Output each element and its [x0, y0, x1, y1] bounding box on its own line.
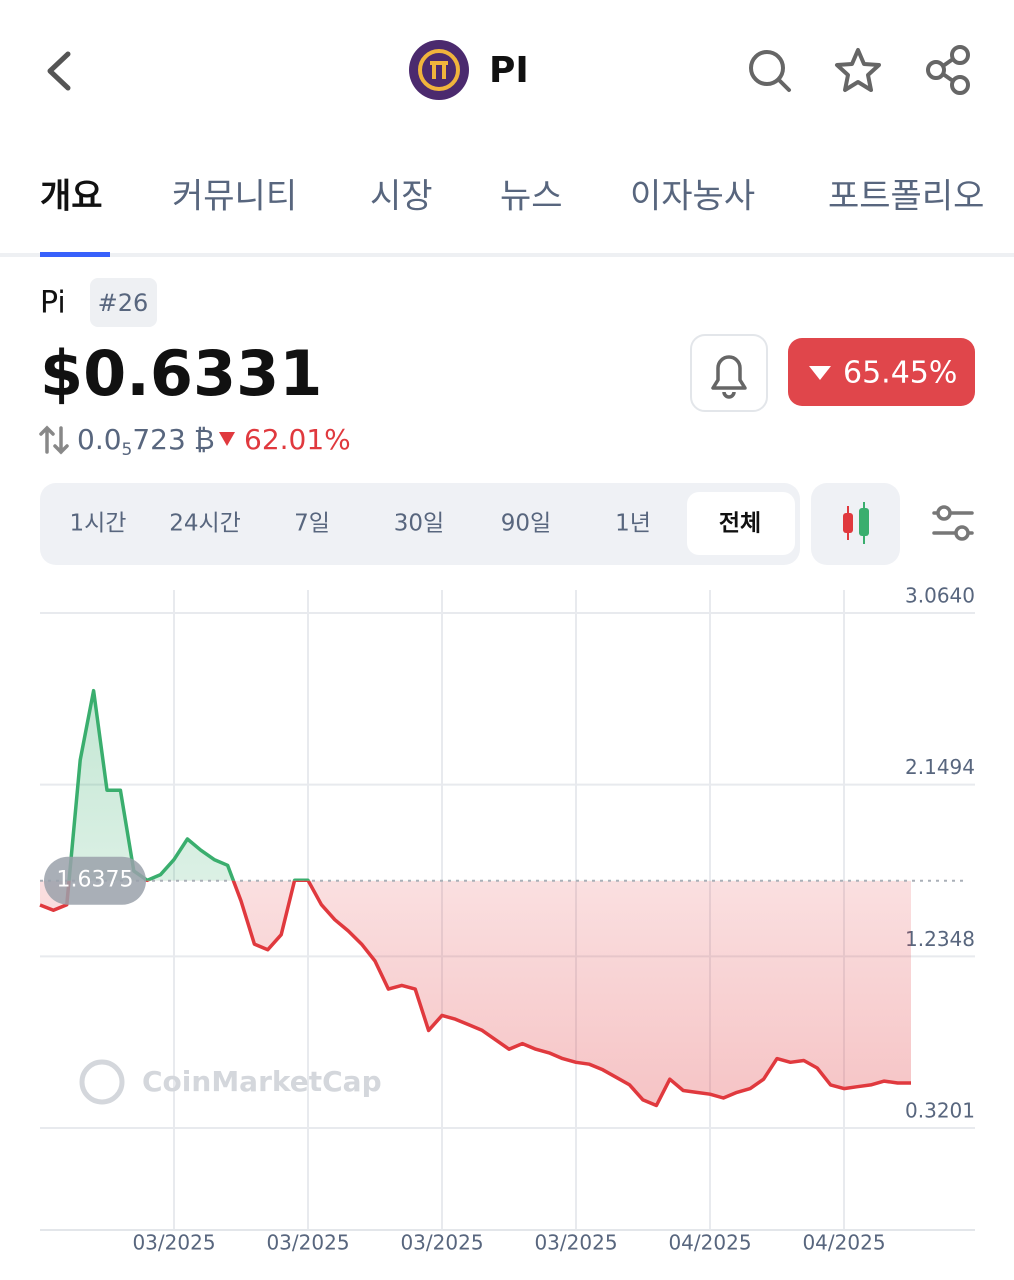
x-tick-label: 03/2025: [534, 1231, 617, 1255]
range-selector: [40, 483, 800, 565]
coin-name: Pi: [40, 286, 66, 321]
range-button[interactable]: 전체: [719, 511, 761, 537]
tab-indicator: [40, 252, 110, 257]
price-line-up: [67, 688, 311, 881]
range-button[interactable]: 1년: [615, 511, 651, 537]
range-button[interactable]: 90일: [501, 511, 551, 537]
btc-price: 0.05723 ₿: [77, 423, 215, 460]
range-buttons: 1시간 24시간 7일 30일 90일 1년 전체: [70, 511, 762, 537]
baseline-label: 1.6375: [57, 868, 134, 893]
y-tick-label: 2.1494: [905, 755, 975, 779]
coin-logo: [409, 40, 469, 100]
btc-change: 62.01%: [244, 423, 351, 456]
rank-badge: [90, 278, 157, 327]
search-button[interactable]: [749, 50, 791, 92]
range-button[interactable]: 1시간: [70, 511, 127, 537]
range-button[interactable]: 24시간: [169, 511, 241, 537]
coin-price: $0.6331: [40, 337, 322, 410]
header-title: PI: [489, 50, 529, 91]
tab-divider: [0, 253, 1014, 257]
btc-down-arrow: [219, 432, 235, 446]
range-selected: [687, 492, 795, 555]
x-tick-label: 04/2025: [802, 1231, 885, 1255]
y-tick-label: 1.2348: [905, 927, 975, 951]
tab[interactable]: 시장: [370, 177, 433, 217]
watermark: CoinMarketCap: [142, 1065, 382, 1098]
back-button[interactable]: [47, 51, 71, 91]
chart: 3.0640 2.1494 1.2348 0.3201 03/2025 03/2025 03…: [39, 583, 975, 1255]
watermark-logo: [79, 1059, 125, 1105]
price-line-down: [39, 880, 911, 1108]
x-tick-label: 04/2025: [668, 1231, 751, 1255]
down-arrow: [809, 366, 831, 380]
btc-price-lead: 0.0: [77, 423, 122, 456]
x-tick-label: 03/2025: [266, 1231, 349, 1255]
baseline-badge: [44, 856, 146, 905]
favorite-button[interactable]: [835, 48, 881, 92]
range-button[interactable]: 30일: [394, 511, 444, 537]
btc-symbol: ₿: [194, 423, 215, 456]
y-tick-label: 3.0640: [905, 583, 975, 607]
x-tick-label: 03/2025: [400, 1231, 483, 1255]
chart-type-button[interactable]: [811, 483, 900, 565]
tab[interactable]: 이자농사: [630, 177, 755, 217]
price-change: 65.45%: [843, 356, 957, 391]
btc-price-zeros: 5: [122, 440, 133, 460]
swap-icon: [39, 425, 69, 455]
area-down: [40, 880, 911, 1106]
y-tick-label: 0.3201: [905, 1099, 975, 1123]
tab[interactable]: 개요: [40, 177, 103, 217]
settings-button[interactable]: [932, 505, 974, 541]
tab[interactable]: 포트폴리오: [828, 177, 984, 217]
btc-price-digits: 723: [132, 423, 185, 456]
tab[interactable]: 뉴스: [500, 177, 563, 217]
tab[interactable]: 커뮤니티: [172, 177, 297, 217]
range-button[interactable]: 7일: [294, 511, 330, 537]
alert-button[interactable]: [690, 334, 768, 412]
coin-rank: #26: [98, 289, 149, 317]
x-tick-label: 03/2025: [132, 1231, 215, 1255]
change-badge: [788, 338, 975, 406]
tab-bar: 개요 커뮤니티 시장 뉴스 이자농사 포트폴리오: [40, 177, 984, 217]
share-button[interactable]: [926, 45, 970, 95]
